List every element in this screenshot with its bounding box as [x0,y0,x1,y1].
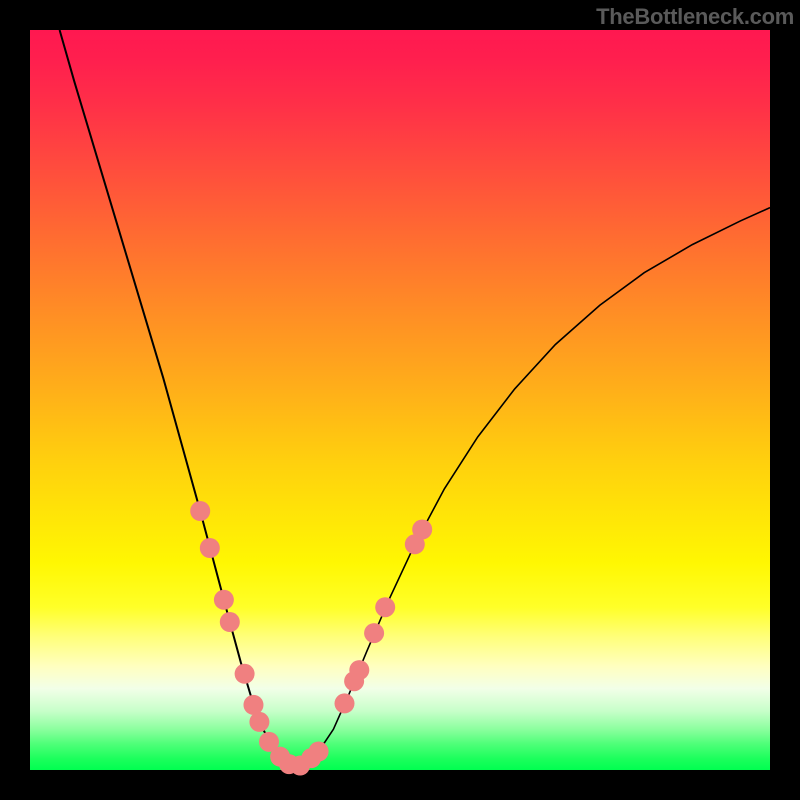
marker-group [190,501,432,776]
bottleneck-curve-right [296,208,770,767]
data-marker [220,612,240,632]
data-marker [190,501,210,521]
data-marker [243,695,263,715]
data-marker [309,742,329,762]
data-marker [200,538,220,558]
data-marker [364,623,384,643]
data-marker [214,590,234,610]
data-marker [335,693,355,713]
bottleneck-curve-left [60,30,297,766]
chart-container: TheBottleneck.com [0,0,800,800]
data-marker [375,597,395,617]
data-marker [235,664,255,684]
data-marker [412,520,432,540]
curve-layer [30,30,770,770]
data-marker [249,712,269,732]
watermark-text: TheBottleneck.com [596,4,794,30]
plot-area [30,30,770,770]
data-marker [349,660,369,680]
